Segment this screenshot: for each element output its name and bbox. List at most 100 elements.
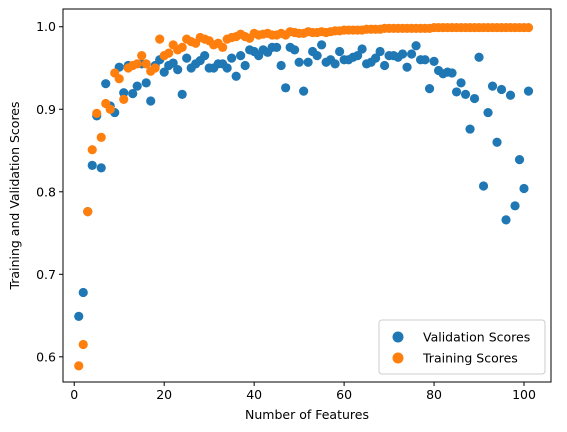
y-tick-label: 1.0 [36,19,56,34]
legend-marker-validation [392,331,404,343]
validation-point [353,51,363,61]
training-point [114,74,124,84]
validation-point [177,89,187,100]
validation-point [281,83,291,93]
validation-point [465,124,475,134]
training-point [150,63,160,73]
validation-point [478,181,489,191]
validation-point [317,40,327,50]
validation-point [514,155,525,165]
validation-point [523,86,534,96]
validation-point [74,311,84,321]
training-point [96,132,106,142]
training-point [83,206,93,217]
validation-point [474,52,484,62]
training-point [141,59,151,69]
validation-point [501,215,511,225]
training-point [218,42,228,52]
validation-point [276,60,286,71]
validation-point [424,84,435,94]
x-tick-label: 20 [156,387,172,402]
legend-label-validation: Validation Scores [423,330,530,345]
x-axis-label: Number of Features [245,407,369,422]
training-point [78,339,88,350]
legend-marker-training [392,352,404,364]
series-training [74,22,534,371]
x-axis: 0 20 40 60 80 100 [70,382,536,402]
training-point [87,145,97,155]
legend: Validation Scores Training Scores [378,319,546,375]
validation-point [469,93,480,104]
training-point [119,94,129,104]
legend-box [378,319,546,375]
validation-point [492,137,502,147]
validation-point [231,71,241,81]
validation-point [146,96,156,106]
validation-point [312,51,322,61]
validation-point [375,46,385,57]
validation-point [299,86,309,96]
validation-point [87,160,97,170]
validation-point [406,49,417,59]
validation-point [159,67,169,77]
validation-point [335,46,345,57]
plot-area [62,8,552,383]
validation-point [227,53,237,63]
validation-point [132,81,142,91]
validation-point [119,88,129,98]
validation-point [411,41,421,51]
validation-point [357,44,367,54]
validation-point [78,287,88,298]
x-tick-label: 100 [512,387,536,402]
validation-point [460,89,471,100]
validation-point [236,51,246,61]
x-tick-label: 40 [246,387,262,402]
validation-point [141,78,151,88]
validation-point [505,90,516,100]
validation-point [496,84,507,95]
validation-point [290,45,300,55]
series-layer [74,22,534,371]
y-tick-label: 0.7 [36,267,56,282]
validation-point [420,55,430,65]
validation-point [379,60,390,71]
validation-point [96,163,106,173]
validation-point [510,201,520,211]
x-tick-label: 60 [336,387,352,402]
y-axis-label: Training and Validation Scores [7,101,22,290]
x-tick-label: 80 [426,387,442,402]
y-tick-label: 0.6 [36,349,56,364]
training-point [164,48,174,58]
y-tick-label: 0.8 [36,184,56,199]
validation-point [303,57,313,67]
plot-frame [62,8,552,383]
training-point [132,59,142,69]
training-point [137,51,147,61]
validation-point [370,53,381,63]
validation-point [330,59,340,69]
validation-point [402,62,412,72]
y-tick-label: 0.9 [36,102,56,117]
validation-point [168,58,178,68]
validation-point [240,60,250,71]
validation-point [487,81,498,91]
y-axis: 0.6 0.7 0.8 0.9 1.0 [36,19,63,364]
training-point [155,34,165,44]
validation-point [519,183,529,194]
validation-point [222,63,232,73]
x-tick-label: 0 [70,387,78,402]
training-point [92,108,102,118]
validation-point [182,53,192,63]
validation-point [128,88,138,99]
legend-label-training: Training Scores [422,351,518,366]
validation-point [456,78,466,88]
validation-point [294,57,304,67]
validation-point [101,79,111,89]
validation-point [272,42,282,52]
validation-point [447,68,457,78]
validation-point [429,56,439,66]
training-point [74,361,84,371]
validation-point [483,107,493,118]
training-point [177,42,187,52]
